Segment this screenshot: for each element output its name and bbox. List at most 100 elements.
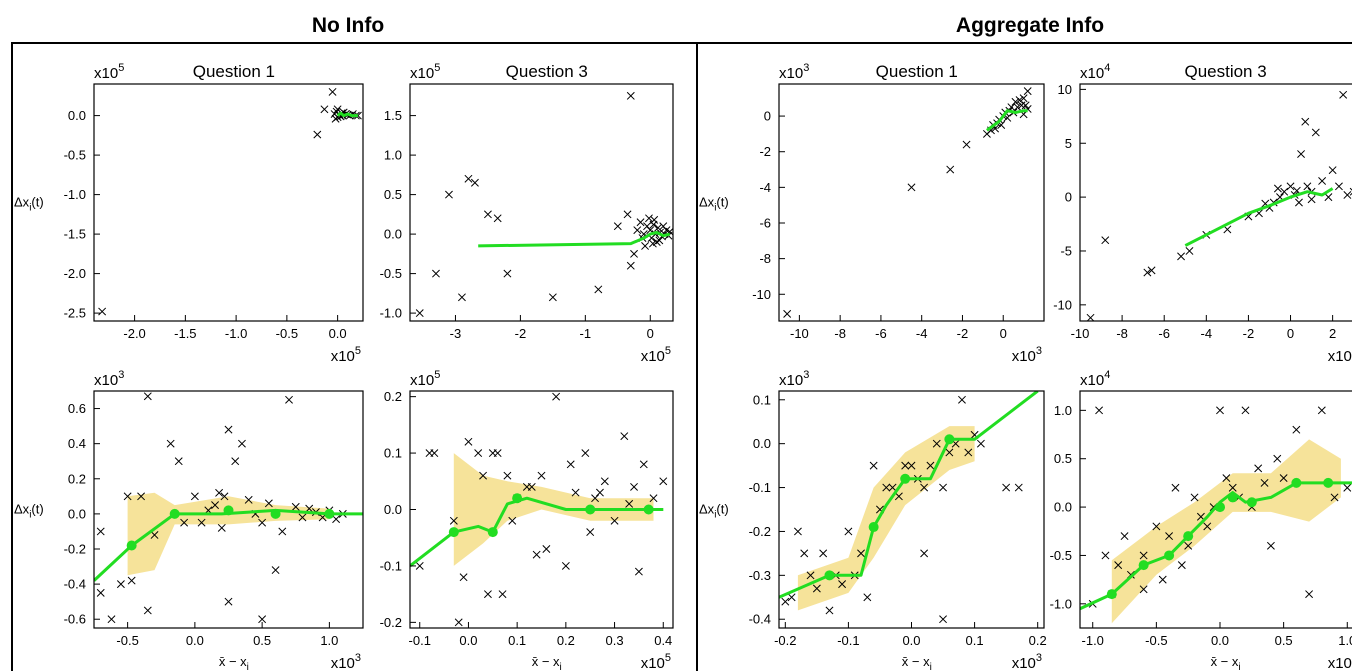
data-point — [127, 576, 136, 585]
y-tick-label: 0.1 — [384, 446, 402, 461]
y-tick-label: -10 — [1053, 297, 1072, 312]
y-tick-label: -0.6 — [64, 612, 86, 627]
x-scale-label: x103 — [1012, 652, 1042, 671]
data-point — [1171, 483, 1180, 492]
x-tick-label: -1.0 — [1082, 633, 1104, 648]
data-point — [1297, 150, 1306, 158]
data-point — [920, 549, 929, 558]
x-axis-label: x̄ − xi — [532, 654, 562, 671]
data-point — [1017, 101, 1026, 110]
chart-panel-5: -10 -8 -6 -4 -2 0 -10 -8 -6 -4 -2 0 x103 x103 Question… — [699, 62, 1045, 365]
data-point — [625, 499, 634, 508]
group-title-no-info: No Info — [312, 14, 384, 37]
x-tick-label: 0.2 — [557, 633, 575, 648]
data-point — [224, 425, 233, 434]
y-tick-label: 0.5 — [384, 187, 402, 202]
data-point — [945, 448, 954, 457]
x-tick-label: 0.1 — [508, 633, 526, 648]
data-point — [920, 483, 929, 492]
data-point — [591, 494, 600, 503]
data-point — [571, 488, 580, 497]
y-axis-label: Δxi(t) — [699, 502, 729, 521]
x-tick-label: -6 — [1158, 326, 1170, 341]
data-point — [244, 495, 253, 504]
y-scale-label: x105 — [410, 62, 440, 82]
data-point — [1023, 87, 1032, 96]
x-tick-label: 0.3 — [606, 633, 624, 648]
y-tick-label: 0.5 — [1054, 451, 1072, 466]
data-point — [882, 483, 891, 492]
data-point — [432, 269, 440, 278]
y-tick-label: -0.3 — [749, 568, 771, 583]
x-tick-label: -0.5 — [1145, 633, 1167, 648]
data-point — [626, 261, 635, 270]
data-point — [1318, 177, 1327, 185]
trend-node — [1164, 550, 1175, 561]
y-scale-label: x104 — [1080, 62, 1110, 82]
data-point — [483, 210, 492, 219]
x-tick-label: 1.0 — [1338, 633, 1352, 648]
plot-area — [1080, 406, 1352, 624]
data-point — [527, 482, 536, 491]
trend-node — [169, 508, 180, 519]
data-point — [1095, 406, 1104, 415]
data-point — [636, 218, 645, 227]
x-axis-label: x̄ − xi — [219, 654, 249, 671]
data-point — [857, 549, 865, 558]
data-point — [806, 571, 815, 580]
data-point — [939, 483, 948, 492]
data-point — [1019, 94, 1028, 103]
data-point — [626, 91, 635, 100]
data-point — [1013, 103, 1022, 112]
data-point — [454, 618, 463, 627]
plot-area — [1086, 90, 1352, 321]
y-tick-label: -0.2 — [64, 542, 86, 557]
x-tick-label: -0.1 — [837, 633, 859, 648]
y-tick-label: -10 — [752, 287, 771, 302]
y-tick-label: -0.4 — [64, 577, 86, 592]
x-tick-label: -2 — [1243, 326, 1255, 341]
y-tick-label: -6 — [759, 215, 771, 230]
data-point — [869, 461, 878, 470]
data-point — [641, 241, 650, 250]
data-point — [1273, 454, 1282, 463]
x-tick-label: -2 — [957, 326, 969, 341]
x-tick-label: 0.5 — [253, 633, 271, 648]
data-point — [649, 494, 658, 503]
data-point — [1279, 474, 1288, 483]
data-point — [457, 293, 466, 302]
axes-frame — [409, 83, 674, 322]
panel-title: Question 1 — [876, 62, 958, 81]
data-point — [1266, 541, 1275, 550]
x-tick-label: -1 — [580, 326, 592, 341]
data-point — [1324, 193, 1333, 202]
data-point — [291, 502, 300, 511]
y-tick-label: -0.2 — [380, 615, 402, 630]
data-point — [174, 457, 183, 466]
data-point — [595, 488, 604, 497]
data-point — [650, 215, 659, 224]
data-point — [332, 515, 341, 524]
y-tick-label: 10 — [1058, 82, 1072, 97]
data-point — [470, 178, 479, 187]
data-point — [1158, 575, 1167, 584]
x-tick-label: 0.0 — [459, 633, 477, 648]
data-point — [98, 307, 107, 316]
data-point — [508, 516, 517, 525]
trend-node — [223, 505, 234, 516]
data-point — [459, 573, 468, 582]
y-scale-label: x105 — [94, 62, 124, 82]
y-tick-label: -1.0 — [64, 187, 86, 202]
confidence-band — [797, 426, 975, 611]
data-point — [464, 437, 473, 446]
data-point — [258, 518, 267, 527]
trend-node — [900, 473, 911, 484]
data-point — [415, 561, 424, 570]
x-tick-label: -10 — [790, 326, 809, 341]
chart-panel-4: -0.1 0.0 0.1 0.2 0.3 0.4 -0.2 -0.1 0.0 0.1 0.2 x105… — [380, 369, 674, 671]
panel-title: Question 3 — [506, 62, 588, 81]
data-point — [278, 527, 287, 536]
data-point — [96, 588, 105, 597]
data-point — [1330, 493, 1339, 502]
